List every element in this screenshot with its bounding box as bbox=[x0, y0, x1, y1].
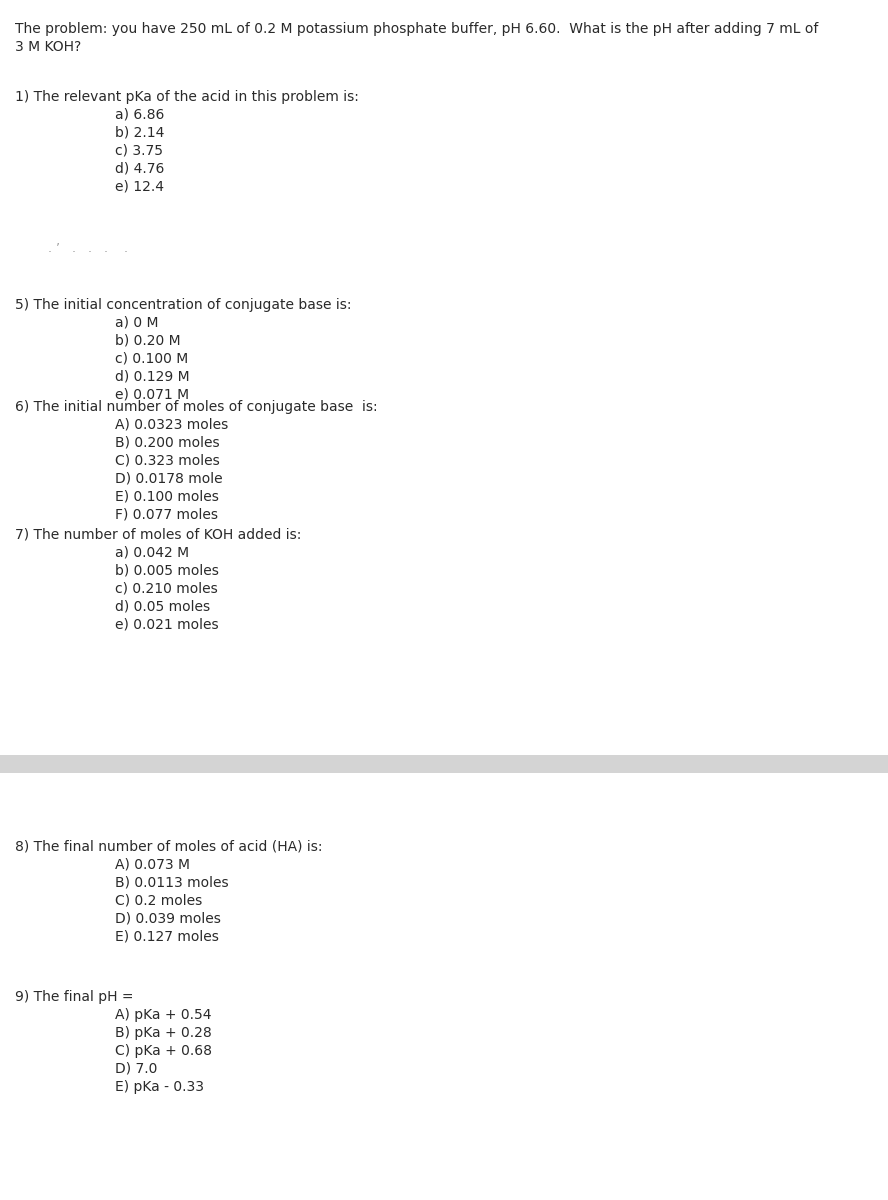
Text: d) 0.05 moles: d) 0.05 moles bbox=[115, 600, 210, 614]
Text: The problem: you have 250 mL of 0.2 M potassium phosphate buffer, pH 6.60.  What: The problem: you have 250 mL of 0.2 M po… bbox=[15, 22, 819, 36]
Text: c) 0.210 moles: c) 0.210 moles bbox=[115, 582, 218, 596]
Text: d) 4.76: d) 4.76 bbox=[115, 162, 164, 176]
Text: C) 0.323 moles: C) 0.323 moles bbox=[115, 454, 219, 468]
Text: C) pKa + 0.68: C) pKa + 0.68 bbox=[115, 1044, 212, 1058]
FancyBboxPatch shape bbox=[0, 755, 888, 773]
Text: B) 0.200 moles: B) 0.200 moles bbox=[115, 436, 219, 450]
Text: A) pKa + 0.54: A) pKa + 0.54 bbox=[115, 1008, 211, 1022]
Text: F) 0.077 moles: F) 0.077 moles bbox=[115, 508, 218, 522]
Text: b) 0.005 moles: b) 0.005 moles bbox=[115, 564, 218, 578]
Text: E) 0.100 moles: E) 0.100 moles bbox=[115, 490, 218, 504]
Text: c) 0.100 M: c) 0.100 M bbox=[115, 352, 188, 366]
Text: 9) The final pH =: 9) The final pH = bbox=[15, 990, 133, 1004]
Text: D) 7.0: D) 7.0 bbox=[115, 1062, 157, 1076]
Text: B) 0.0113 moles: B) 0.0113 moles bbox=[115, 876, 228, 890]
Text: B) pKa + 0.28: B) pKa + 0.28 bbox=[115, 1026, 211, 1040]
Text: a) 6.86: a) 6.86 bbox=[115, 108, 164, 122]
Text: C) 0.2 moles: C) 0.2 moles bbox=[115, 894, 202, 908]
Text: 3 M KOH?: 3 M KOH? bbox=[15, 40, 81, 54]
Text: c) 3.75: c) 3.75 bbox=[115, 144, 163, 158]
Text: d) 0.129 M: d) 0.129 M bbox=[115, 370, 190, 384]
Text: 5) The initial concentration of conjugate base is:: 5) The initial concentration of conjugat… bbox=[15, 298, 352, 312]
Text: b) 0.20 M: b) 0.20 M bbox=[115, 334, 180, 348]
Text: e) 0.071 M: e) 0.071 M bbox=[115, 388, 189, 402]
Text: A) 0.0323 moles: A) 0.0323 moles bbox=[115, 418, 228, 432]
Text: 1) The relevant pKa of the acid in this problem is:: 1) The relevant pKa of the acid in this … bbox=[15, 90, 359, 104]
Text: . ’   .   .   .    .: . ’ . . . . bbox=[48, 242, 128, 254]
Text: 8) The final number of moles of acid (HA) is:: 8) The final number of moles of acid (HA… bbox=[15, 840, 322, 854]
Text: D) 0.039 moles: D) 0.039 moles bbox=[115, 912, 221, 926]
Text: 7) The number of moles of KOH added is:: 7) The number of moles of KOH added is: bbox=[15, 528, 301, 542]
Text: a) 0 M: a) 0 M bbox=[115, 316, 158, 330]
Text: e) 12.4: e) 12.4 bbox=[115, 180, 164, 194]
Text: A) 0.073 M: A) 0.073 M bbox=[115, 858, 190, 872]
Text: 6) The initial number of moles of conjugate base  is:: 6) The initial number of moles of conjug… bbox=[15, 400, 377, 414]
Text: D) 0.0178 mole: D) 0.0178 mole bbox=[115, 472, 223, 486]
Text: e) 0.021 moles: e) 0.021 moles bbox=[115, 618, 218, 632]
Text: E) 0.127 moles: E) 0.127 moles bbox=[115, 930, 218, 944]
Text: a) 0.042 M: a) 0.042 M bbox=[115, 546, 189, 560]
Text: b) 2.14: b) 2.14 bbox=[115, 126, 164, 140]
Text: E) pKa - 0.33: E) pKa - 0.33 bbox=[115, 1080, 204, 1094]
